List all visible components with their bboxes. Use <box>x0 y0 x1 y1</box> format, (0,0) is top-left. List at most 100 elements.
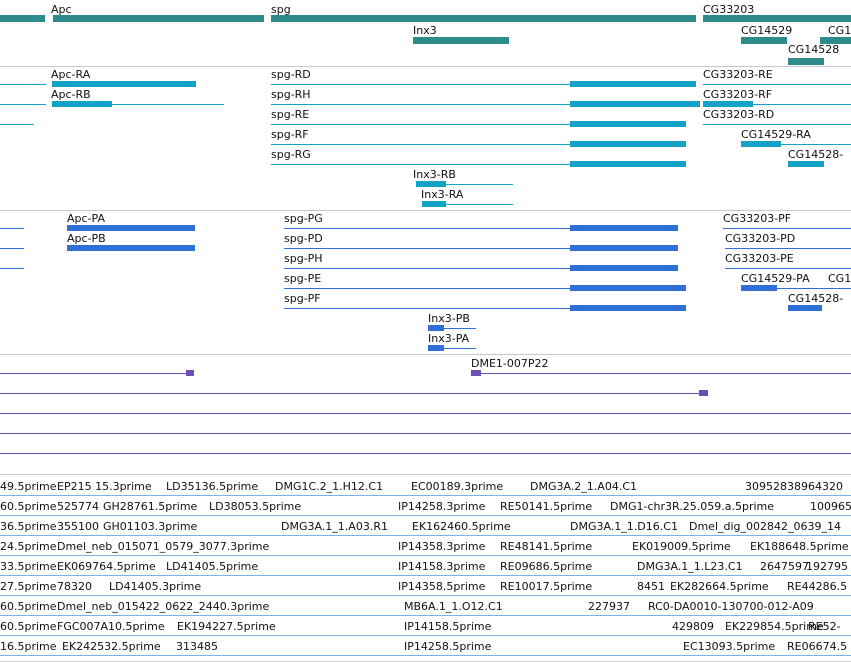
bac-line[interactable] <box>0 453 851 454</box>
transcript-label[interactable]: CG14528- <box>788 148 844 161</box>
protein-label[interactable]: CG1 <box>828 272 851 285</box>
bac-end[interactable] <box>186 370 194 376</box>
est-label[interactable]: EK188648.5prime <box>750 540 849 553</box>
gene-bar-apc[interactable] <box>53 15 264 22</box>
protein-cds[interactable] <box>570 265 678 271</box>
est-line[interactable] <box>0 495 851 496</box>
protein-line[interactable] <box>428 328 476 329</box>
transcript-line[interactable] <box>112 104 224 105</box>
transcript-exons[interactable] <box>416 181 446 187</box>
est-label[interactable]: DMG3A.1_1.D16.C1 <box>570 520 678 533</box>
transcript-label[interactable]: spg-RG <box>271 148 311 161</box>
est-label[interactable]: GH28761.5prime <box>103 500 198 513</box>
est-label[interactable]: IP14358.5prime <box>398 580 486 593</box>
est-label[interactable]: EK282664.5prime <box>670 580 769 593</box>
transcript-exons[interactable] <box>570 81 696 87</box>
protein-line[interactable] <box>284 308 686 309</box>
bac-line[interactable] <box>471 373 851 374</box>
bac-line[interactable] <box>0 393 708 394</box>
transcript-label[interactable]: CG33203-RD <box>703 108 775 121</box>
est-line[interactable] <box>0 535 851 536</box>
est-label[interactable]: EP215 15.3prime <box>57 480 152 493</box>
est-label[interactable]: 313485 <box>176 640 218 653</box>
transcript-line[interactable] <box>0 124 34 125</box>
protein-label[interactable]: Inx3-PB <box>428 312 470 325</box>
est-label[interactable]: Dmel_neb_015071_0579_3077.3prime <box>57 540 270 553</box>
protein-cds[interactable] <box>570 285 686 291</box>
est-label[interactable]: EK194227.5prime <box>177 620 276 633</box>
est-label[interactable]: 355100 <box>57 520 99 533</box>
gene-label-cg14529[interactable]: CG14529 <box>741 24 793 37</box>
protein-label[interactable]: CG33203-PF <box>723 212 792 225</box>
protein-line[interactable] <box>0 248 24 249</box>
est-label[interactable]: IP14358.3prime <box>398 540 486 553</box>
est-label[interactable]: EC13093.5prime <box>683 640 776 653</box>
est-label[interactable]: 100965 <box>810 500 851 513</box>
gene-bar-inx3[interactable] <box>413 37 509 44</box>
est-label[interactable]: MB6A.1_1.O12.C1 <box>404 600 503 613</box>
protein-label[interactable]: CG33203-PD <box>725 232 796 245</box>
est-label[interactable]: 24.5prime <box>0 540 57 553</box>
protein-label[interactable]: CG14529-PA <box>741 272 810 285</box>
est-label[interactable]: IP14258.3prime <box>398 500 486 513</box>
transcript-line[interactable] <box>271 104 700 105</box>
protein-line[interactable] <box>0 268 24 269</box>
est-label[interactable]: DMG3A.2_1.A04.C1 <box>530 480 638 493</box>
protein-line[interactable] <box>428 348 476 349</box>
transcript-exons[interactable] <box>422 201 446 207</box>
protein-line[interactable] <box>284 288 686 289</box>
transcript-exons[interactable] <box>570 101 700 107</box>
transcript-exons[interactable] <box>570 161 686 167</box>
gene-bar-apc-left[interactable] <box>0 15 45 22</box>
gene-label-spg[interactable]: spg <box>271 3 291 16</box>
est-label[interactable]: EC00189.3prime <box>411 480 504 493</box>
protein-line[interactable] <box>777 288 851 289</box>
est-label[interactable]: FGC007A10.5prime <box>57 620 165 633</box>
est-label[interactable]: RE09686.5prime <box>500 560 593 573</box>
transcript-label[interactable]: spg-RD <box>271 68 311 81</box>
gene-label-cg1[interactable]: CG1 <box>828 24 851 37</box>
est-label[interactable]: IP14158.3prime <box>398 560 486 573</box>
est-label[interactable]: RE10017.5prime <box>500 580 593 593</box>
protein-label[interactable]: Apc-PB <box>67 232 106 245</box>
est-label[interactable]: 60.5prime <box>0 500 57 513</box>
bac-line[interactable] <box>0 373 194 374</box>
gene-bar-cg14528[interactable] <box>788 58 824 65</box>
est-label[interactable]: GH01103.3prime <box>103 520 198 533</box>
protein-label[interactable]: Apc-PA <box>67 212 105 225</box>
est-line[interactable] <box>0 555 851 556</box>
transcript-line[interactable] <box>416 184 513 185</box>
est-label[interactable]: IP14158.5prime <box>404 620 492 633</box>
est-label[interactable]: DMG3A.1_1.L23.C1 <box>637 560 743 573</box>
transcript-exons[interactable] <box>52 101 112 107</box>
gene-bar-cg14529[interactable] <box>741 37 787 44</box>
transcript-label[interactable]: CG14529-RA <box>741 128 811 141</box>
transcript-label[interactable]: Apc-RB <box>51 88 91 101</box>
bac-end[interactable] <box>699 390 708 396</box>
protein-line[interactable] <box>284 268 678 269</box>
transcript-label[interactable]: spg-RE <box>271 108 310 121</box>
est-label[interactable]: LD41405.5prime <box>166 560 259 573</box>
transcript-label[interactable]: Inx3-RA <box>421 188 464 201</box>
transcript-exons[interactable] <box>788 161 824 167</box>
est-label[interactable]: 33.5prime <box>0 560 57 573</box>
transcript-label[interactable]: Inx3-RB <box>413 168 456 181</box>
protein-label[interactable]: CG33203-PE <box>725 252 794 265</box>
transcript-line[interactable] <box>703 84 851 85</box>
transcript-exons[interactable] <box>570 121 686 127</box>
est-label[interactable]: Dmel_dig_002842_0639_14 <box>689 520 842 533</box>
transcript-line[interactable] <box>422 204 513 205</box>
est-label[interactable]: EK242532.5prime <box>62 640 161 653</box>
est-label[interactable]: RE52- <box>808 620 841 633</box>
transcript-line[interactable] <box>271 84 696 85</box>
est-label[interactable]: EK229854.5prime <box>725 620 824 633</box>
transcript-label[interactable]: spg-RF <box>271 128 309 141</box>
est-label[interactable]: 429809 <box>672 620 714 633</box>
est-label[interactable]: DMG3A.1_1.A03.R1 <box>281 520 388 533</box>
est-label[interactable]: 49.5prime <box>0 480 57 493</box>
transcript-label[interactable]: spg-RH <box>271 88 311 101</box>
est-label[interactable]: 60.5prime <box>0 620 57 633</box>
transcript-label[interactable]: CG33203-RF <box>703 88 773 101</box>
protein-label[interactable]: spg-PF <box>284 292 321 305</box>
transcript-line[interactable] <box>781 144 851 145</box>
